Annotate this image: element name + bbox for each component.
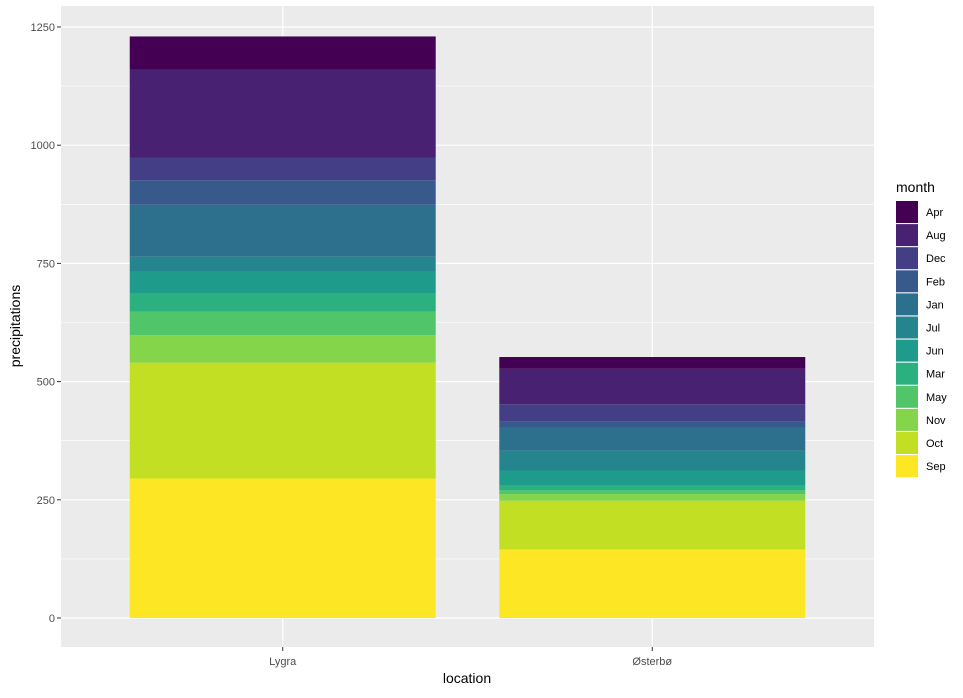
bar-segment-dec — [499, 404, 806, 422]
legend-label: Nov — [926, 415, 946, 427]
y-tick-label: 250 — [37, 495, 55, 507]
legend-label: Dec — [926, 253, 946, 265]
bar-segment-dec — [129, 157, 436, 181]
legend-title: month — [896, 179, 935, 195]
bar-segment-sep — [499, 549, 806, 618]
legend-label: Aug — [926, 230, 946, 242]
legend-label: Apr — [926, 207, 943, 219]
x-tick-label: Lygra — [269, 656, 297, 668]
legend-key-jan — [896, 293, 918, 316]
bar-segment-jul — [499, 450, 806, 471]
legend-label: Jan — [926, 299, 944, 311]
legend-key-aug — [896, 224, 918, 247]
legend-label: Sep — [926, 461, 946, 473]
x-axis-title: location — [443, 670, 491, 686]
bar-segment-oct — [499, 500, 806, 550]
bar-segment-feb — [499, 421, 806, 428]
bar-segment-apr — [499, 357, 806, 369]
bar-segment-mar — [499, 485, 806, 491]
bars — [129, 36, 806, 618]
bar-segment-nov — [129, 335, 436, 363]
bar-segment-jul — [129, 256, 436, 272]
x-axis: Lygra Østerbø — [269, 647, 672, 668]
legend-key-feb — [896, 270, 918, 293]
bar-segment-jun — [129, 271, 436, 294]
legend: month Apr Aug Dec Feb Jan Jul Jun Mar May Nov Oct S… — [896, 179, 947, 478]
legend-key-sep — [896, 455, 918, 478]
legend-key-oct — [896, 432, 918, 454]
legend-label: May — [926, 392, 947, 404]
bar-segment-jun — [499, 470, 806, 486]
bar-segment-mar — [129, 293, 436, 312]
y-axis-title: precipitations — [7, 285, 23, 368]
bar-segment-apr — [129, 36, 436, 70]
bar-segment-may — [499, 490, 806, 495]
y-tick-label: 500 — [37, 377, 55, 389]
bar-segment-aug — [499, 368, 806, 405]
legend-key-nov — [896, 408, 918, 431]
bar-segment-aug — [129, 69, 436, 158]
bar-segment-oct — [129, 362, 436, 479]
bar-segment-may — [129, 311, 436, 336]
legend-key-apr — [896, 201, 918, 223]
y-tick-label: 750 — [37, 258, 55, 270]
legend-label: Jul — [926, 323, 940, 335]
y-tick-label: 1000 — [31, 140, 55, 152]
legend-key-dec — [896, 247, 918, 270]
x-tick-label: Østerbø — [632, 656, 672, 668]
legend-key-mar — [896, 362, 918, 385]
bar-segment-sep — [129, 478, 436, 618]
y-tick-label: 0 — [49, 613, 55, 625]
y-axis: 0 250 500 750 1000 1250 — [31, 22, 61, 625]
legend-label: Mar — [926, 369, 945, 381]
legend-label: Feb — [926, 276, 945, 288]
legend-label: Oct — [926, 438, 943, 450]
legend-key-jun — [896, 339, 918, 362]
bar-segment-nov — [499, 494, 806, 501]
legend-key-may — [896, 385, 918, 408]
legend-key-jul — [896, 316, 918, 339]
bar-segment-feb — [129, 180, 436, 205]
bar-segment-jan — [129, 204, 436, 257]
y-tick-label: 1250 — [31, 22, 55, 34]
legend-label: Jun — [926, 346, 944, 358]
bar-segment-jan — [499, 427, 806, 451]
